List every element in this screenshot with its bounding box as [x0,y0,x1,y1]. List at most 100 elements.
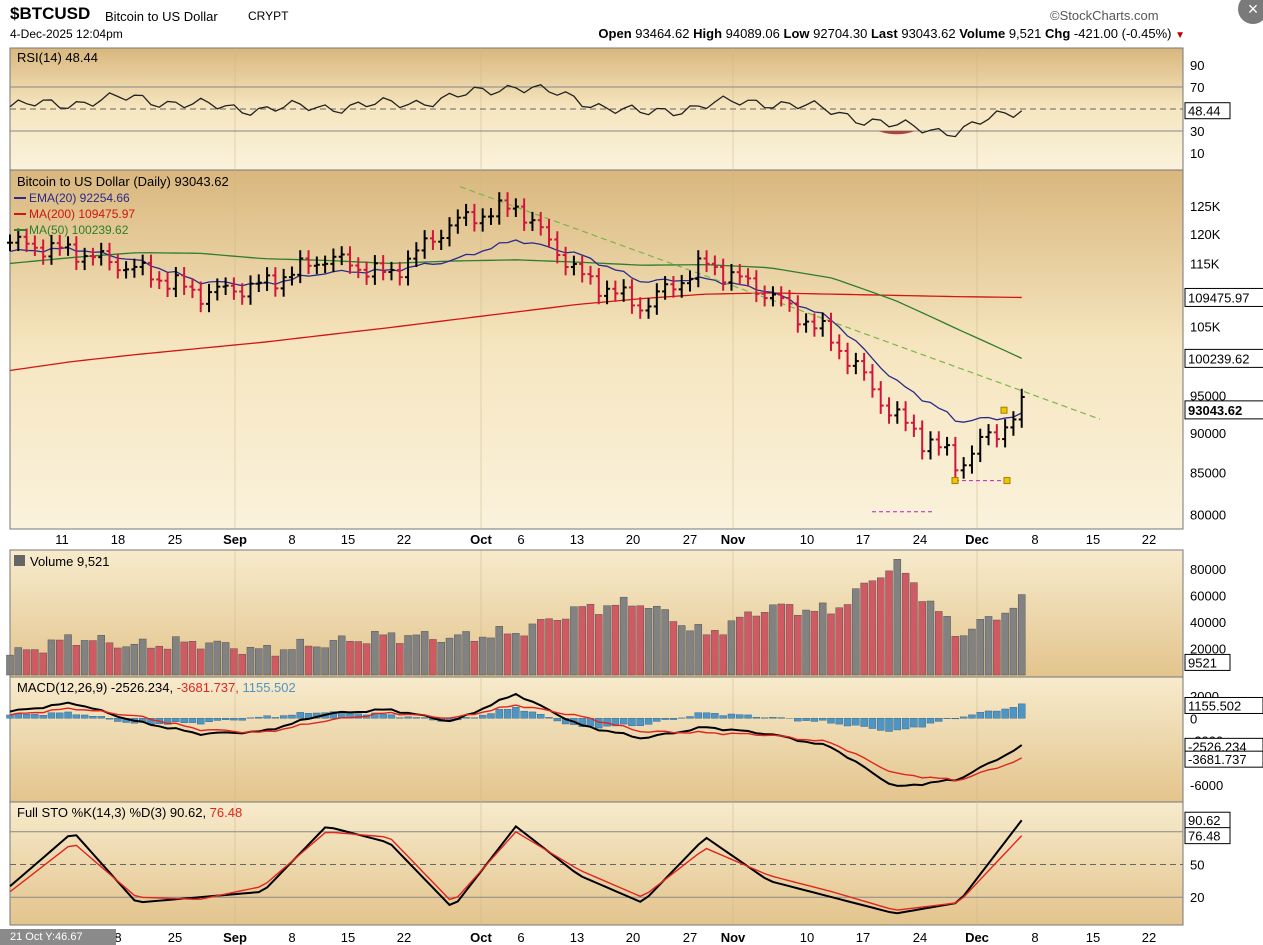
volume-bar [503,633,512,676]
macd-hist-bar [644,718,653,725]
volume-bar [512,633,520,676]
volume-value-label: 9521 [1188,655,1217,670]
price-bar [197,281,204,313]
price-bar [852,352,859,375]
volume-bar [993,619,1001,676]
macd-hist-bar [669,718,678,720]
price-bar [910,414,917,437]
macd-hist-bar [528,711,537,719]
volume-y-tick: 60000 [1190,589,1226,604]
x-tick-label: 11 [55,532,69,547]
macd-y-tick: 0 [1190,711,1197,726]
volume-bar [860,582,868,676]
macd-hist-bar [238,718,246,721]
x-tick-label-bottom: 17 [856,930,870,945]
high-value: 94089.06 [725,26,780,41]
macd-hist-bar [31,714,39,719]
macd-hist-bar [6,714,14,719]
volume-bar [313,646,321,676]
volume-bar [744,611,752,676]
macd-hist-bar [180,718,188,724]
price-bar [247,275,254,305]
volume-bar [47,639,56,676]
macd-hist-bar [935,718,943,722]
x-tick-label-bottom: 13 [570,930,584,945]
macd-value-tag [1184,750,1263,768]
macd-hist-bar [329,711,338,719]
macd-hist-bar [255,716,263,719]
volume-bar [868,580,877,676]
price-bar [877,381,884,414]
volume-bar [97,635,105,676]
volume-bar [802,609,810,676]
price-bar [546,218,553,248]
macd-hist-bar [736,714,744,719]
price-bar [40,239,47,265]
volume-bar [852,588,860,676]
macd-hist-bar [611,718,620,727]
macd-hist-bar [910,718,918,728]
x-tick-label-bottom: 8 [288,930,295,945]
price-bar [280,268,287,297]
price-bar [620,279,627,302]
volume-bar [263,645,271,676]
macd-hist-bar [197,718,205,725]
volume-bar [114,647,122,676]
x-tick-label-bottom: 8 [114,930,121,945]
price-bar [587,265,594,285]
sto-d-line [9,830,1023,911]
volume-bar [669,621,678,676]
macd-hist-bar [296,712,304,719]
chg-label: Chg [1045,26,1071,41]
macd-hist-bar [89,716,97,719]
volume-bar [536,619,545,676]
volume-bar [80,640,89,676]
price-bar [628,279,635,314]
macd-hist-bar [97,716,105,719]
price-bar [181,267,188,295]
close-icon[interactable]: × [1238,0,1263,24]
volume-bar [495,626,504,676]
volume-bar [785,604,794,676]
volume-bar [711,630,719,676]
legend-entry: MA(50) 100239.62 [29,223,129,237]
brand-label: ©StockCharts.com [1050,8,1159,23]
macd-hist-bar [843,718,852,727]
volume-bar [155,645,164,676]
volume-bar [653,605,661,676]
ma50-line [9,252,1022,359]
price-bar [562,246,569,276]
macd-hist-bar [172,718,180,722]
price-bar [347,246,353,274]
macd-hist-bar [470,717,479,719]
open-label: Open [598,26,632,41]
price-bar [139,254,146,276]
price-bar [844,342,851,375]
x-tick-label: 17 [856,532,870,547]
price-bar [230,277,237,300]
macd-hist-bar [694,712,702,719]
price-bar [147,254,154,288]
volume-bar [462,631,470,676]
last-value: 93043.62 [901,26,956,41]
volume-bar [470,640,479,676]
x-tick-label: 15 [1086,532,1100,547]
macd-hist-bar [545,717,553,719]
volume-y-tick: 40000 [1190,615,1226,630]
macd-hist-bar [213,718,222,721]
volume-icon [14,555,25,566]
price-bar [338,246,345,266]
macd-hist-bar [719,715,727,719]
price-bar [653,283,660,315]
x-tick-label-bottom: Nov [721,930,746,945]
volume-bar [760,612,769,676]
price-bar [421,230,428,259]
price-bar [172,267,179,298]
volume-bar [72,645,81,676]
price-bar [521,198,528,231]
volume-bar [213,640,222,676]
x-tick-label: 8 [1031,532,1038,547]
price-bar [695,250,702,288]
x-tick-label: 25 [168,532,182,547]
